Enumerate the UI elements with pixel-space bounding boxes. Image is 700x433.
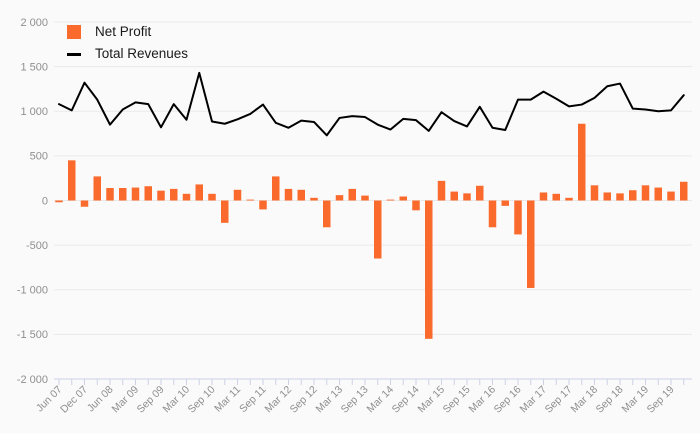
y-axis-tick-label: 1 500 <box>20 61 48 73</box>
y-axis-tick-label: 1 000 <box>20 106 48 118</box>
total-revenues-line <box>58 71 685 137</box>
bar-net-profit <box>284 188 293 201</box>
x-axis-tick-label: Sep 11 <box>237 384 269 416</box>
x-axis-tick-label: Mar 12 <box>263 384 295 416</box>
x-axis-tick-label: Sep 18 <box>594 384 626 416</box>
y-axis-tick-label: 2 000 <box>20 17 48 29</box>
bar-net-profit <box>476 185 484 201</box>
bar-net-profit <box>80 200 89 207</box>
bar-net-profit <box>399 196 407 201</box>
bar-net-profit <box>323 200 331 228</box>
y-axis-tick-label: -500 <box>26 240 48 252</box>
y-axis-tick-label: -1 500 <box>17 329 48 341</box>
total-revenues-swatch-icon <box>67 52 81 56</box>
bar-net-profit <box>590 185 599 201</box>
x-axis-tick-label: Jun 08 <box>85 384 116 415</box>
bar-net-profit <box>654 187 662 201</box>
bar-net-profit <box>603 192 611 201</box>
x-axis-tick-label: Mar 16 <box>467 384 499 416</box>
bar-net-profit <box>616 193 624 201</box>
x-axis-tick-label: Mar 14 <box>365 384 397 416</box>
x-axis-tick-label: Mar 13 <box>314 384 346 416</box>
x-axis-tick-label: Sep 09 <box>135 384 167 416</box>
bar-net-profit <box>208 193 216 201</box>
bar-net-profit <box>221 200 229 223</box>
bar-net-profit <box>361 195 369 201</box>
x-axis-tick-label: Mar 18 <box>569 384 601 416</box>
bar-net-profit <box>386 199 395 201</box>
bar-net-profit <box>119 188 127 201</box>
bar-net-profit <box>488 200 497 228</box>
bar-net-profit <box>539 192 548 201</box>
bar-net-profit <box>144 186 152 201</box>
x-axis-tick-label: Sep 16 <box>492 384 524 416</box>
bar-net-profit <box>182 193 191 201</box>
legend-item-net-profit[interactable]: Net Profit <box>67 24 188 40</box>
bar-net-profit <box>131 187 140 201</box>
bar-net-profit <box>629 190 637 201</box>
bar-net-profit <box>297 189 305 201</box>
x-axis-tick-label: Sep 19 <box>645 384 677 416</box>
x-axis-tick-label: Sep 13 <box>339 384 371 416</box>
bar-net-profit <box>437 180 446 201</box>
bar-net-profit <box>641 185 650 201</box>
x-axis-tick-label: Mar 19 <box>620 384 652 416</box>
x-axis-tick-label: Sep 14 <box>390 384 422 416</box>
bar-net-profit <box>425 200 433 339</box>
x-axis-tick-label: Mar 10 <box>161 384 193 416</box>
bar-net-profit <box>233 189 242 201</box>
x-axis-tick-label: Sep 10 <box>186 384 218 416</box>
bar-net-profit <box>68 160 76 201</box>
legend-label-total-revenues: Total Revenues <box>95 46 189 61</box>
bar-net-profit <box>170 188 178 201</box>
y-axis-tick-label: -2 000 <box>17 374 48 386</box>
bar-net-profit <box>527 200 535 288</box>
x-axis-tick-label: Mar 09 <box>110 384 142 416</box>
bar-net-profit <box>335 195 344 201</box>
bar-net-profit <box>412 200 420 211</box>
bar-net-profit <box>578 123 586 201</box>
x-axis-tick-label: Sep 12 <box>288 384 320 416</box>
y-axis-tick-label: 500 <box>30 151 48 163</box>
bar-net-profit <box>667 191 675 201</box>
bar-net-profit <box>501 200 509 206</box>
bar-net-profit <box>310 197 318 201</box>
bar-net-profit <box>106 188 114 201</box>
bar-net-profit <box>450 191 458 201</box>
net-profit-swatch-icon <box>67 25 81 39</box>
x-axis-tick-label: Dec 07 <box>58 384 90 416</box>
bar-net-profit <box>514 200 522 235</box>
bar-net-profit <box>374 200 382 259</box>
x-axis-tick-label: Sep 15 <box>441 384 473 416</box>
bar-net-profit <box>93 176 101 201</box>
y-axis-tick-label: -1 000 <box>17 285 48 297</box>
bar-net-profit <box>246 199 254 201</box>
bar-net-profit <box>680 181 688 201</box>
legend-label-net-profit: Net Profit <box>95 24 152 39</box>
chart-legend: Net Profit Total Revenues <box>67 24 188 62</box>
bar-net-profit <box>565 197 573 201</box>
bar-net-profit <box>195 184 203 201</box>
bar-net-profit <box>463 193 471 201</box>
bar-net-profit <box>552 193 560 201</box>
legend-item-total-revenues[interactable]: Total Revenues <box>67 46 188 62</box>
bar-net-profit <box>55 200 63 203</box>
bar-net-profit <box>272 176 280 201</box>
bar-net-profit <box>157 190 165 201</box>
x-axis-tick-label: Mar 17 <box>518 384 550 416</box>
bar-net-profit <box>259 200 267 210</box>
x-axis-tick-label: Mar 15 <box>416 384 448 416</box>
y-axis-tick-label: 0 <box>42 195 48 207</box>
x-axis-tick-label: Sep 17 <box>543 384 575 416</box>
x-axis-tick-label: Mar 11 <box>212 384 243 415</box>
bar-net-profit <box>348 188 356 201</box>
